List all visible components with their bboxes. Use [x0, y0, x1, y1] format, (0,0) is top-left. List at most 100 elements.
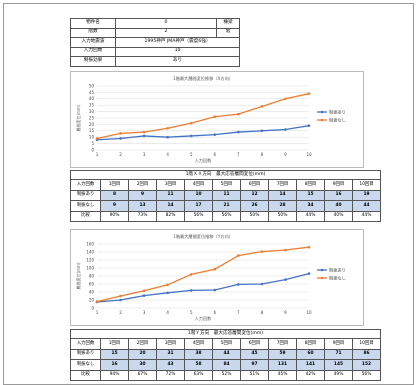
table-cell: 52% [212, 369, 241, 382]
table-cell: 58 [184, 359, 213, 371]
y-tick-label: 25 [89, 115, 95, 120]
y-tick-label: 5 [91, 141, 94, 146]
data-point [166, 283, 169, 287]
data-point [95, 300, 99, 303]
data-point [119, 137, 122, 140]
x-tick-label: 7 [237, 152, 240, 157]
header-cell: 4回目 [184, 179, 213, 191]
data-point [142, 294, 146, 297]
x-tick-label: 1 [96, 310, 99, 315]
info-label: 入力地震波 [70, 37, 116, 48]
info-row: 物件名 0 棟梁 [70, 18, 240, 29]
series-line [96, 246, 310, 303]
header-cell: 6回目 [240, 179, 269, 191]
header-cell: 8回目 [296, 338, 325, 350]
table-cell: 20 [128, 348, 157, 361]
info-extra: 棟梁 [216, 18, 240, 29]
table-cell: 131 [268, 359, 297, 371]
table-header-row: 入力回数 1回目 2回目 3回目 4回目 5回目 6回目 7回目 8回目 9回目 10回目 [70, 338, 381, 350]
legend-marker [320, 276, 324, 280]
table-cell: 44% [296, 210, 325, 223]
header-cell: 3回目 [156, 338, 185, 350]
y-tick-label: 40 [89, 289, 95, 294]
table-cell: 72% [156, 369, 185, 382]
y-tick-label: 60 [89, 281, 95, 286]
y-tick-label: 10 [89, 135, 95, 140]
x-tick-label: 3 [143, 310, 146, 315]
table-cell: 8 [100, 189, 129, 202]
data-point [95, 137, 99, 140]
data-point [307, 124, 311, 127]
table-cell: 38 [184, 348, 213, 361]
series-line [96, 93, 310, 140]
table-cell: 16 [100, 359, 129, 371]
data-point [142, 130, 146, 134]
data-point [213, 288, 217, 292]
data-point [237, 130, 240, 134]
data-point [166, 126, 169, 130]
header-cell: 8回目 [296, 179, 325, 191]
x-tick-label: 6 [214, 310, 217, 315]
data-point [119, 298, 122, 302]
chart-y: 1階最大層間変位推移（Y方向） 0 20 40 60 80 100 120 140 160 1 2 3 4… [70, 229, 364, 326]
data-point [189, 121, 193, 125]
table-cell: 26 [240, 200, 269, 212]
table-cell: 94% [100, 369, 129, 382]
x-tick-label: 1 [96, 152, 99, 157]
legend-label: 制振なし [329, 275, 346, 282]
data-point [166, 291, 169, 295]
table-cell: 14 [268, 189, 297, 202]
data-point [166, 135, 169, 139]
data-point [260, 282, 264, 286]
result-table-x: 1階ＸＸ方向 最大応答層間変位(mm) 入力回数 1回目 2回目 3回目 4回目 5回目 6回… [70, 170, 381, 223]
y-axis-label: 層間変位(mm) [75, 104, 81, 131]
data-point [189, 273, 193, 276]
info-value: 1995神戸 JMA神戸（震度6強） [115, 37, 240, 48]
chart-title: 1階最大層間変位推移（Y方向） [173, 233, 233, 240]
x-tick-label: 3 [143, 152, 146, 157]
row-label: 制振あり [70, 348, 101, 361]
x-tick-label: 4 [166, 310, 169, 315]
table-cell: 56% [184, 210, 213, 223]
y-tick-label: 120 [86, 257, 94, 262]
table-cell: 34 [296, 200, 325, 212]
table-cell: 11 [156, 189, 185, 202]
info-row: 制振効果 あり [70, 56, 240, 67]
table-cell: 43 [156, 359, 185, 371]
y-tick-label: 0 [91, 147, 94, 152]
table-cell: 9 [128, 189, 157, 202]
y-tick-label: 160 [86, 241, 94, 246]
x-tick-label: 2 [119, 152, 122, 157]
info-value: 2 [115, 27, 217, 38]
table-title: 1階Ｙ方向 最大応答層間変位(mm) [70, 329, 381, 339]
table-cell: 17 [184, 200, 213, 212]
header-cell: 2回目 [128, 338, 157, 350]
data-point [284, 278, 287, 281]
info-label: 物件名 [70, 18, 116, 29]
y-tick-label: 140 [86, 249, 94, 254]
legend-marker [320, 118, 324, 122]
x-tick-label: 8 [261, 152, 264, 157]
header-label: 入力回数 [70, 179, 101, 191]
table-cell: 15 [100, 348, 129, 361]
data-point [189, 134, 193, 138]
table-cell: 21 [212, 200, 241, 212]
row-label: 制振あり [70, 189, 101, 202]
header-cell: 10回目 [352, 179, 381, 191]
result-table-y: 1階Ｙ方向 最大応答層間変位(mm) 入力回数 1回目 2回目 3回目 4回目 5回目 6回目… [70, 329, 381, 382]
data-point [260, 250, 264, 253]
table-cell: 44 [212, 348, 241, 361]
row-label: 制振なし [70, 200, 101, 212]
x-tick-label: 9 [284, 310, 287, 315]
data-point [237, 283, 240, 286]
table-cell: 86 [352, 348, 381, 361]
table-cell: 67% [128, 369, 157, 382]
table-cell: 40 [324, 200, 353, 212]
table-cell: 59 [268, 348, 297, 361]
data-point [213, 267, 217, 271]
data-point [260, 105, 264, 108]
table-cell: 56% [352, 369, 381, 382]
data-point [189, 289, 193, 292]
y-tick-label: 100 [86, 265, 94, 270]
header-cell: 5回目 [212, 338, 241, 350]
